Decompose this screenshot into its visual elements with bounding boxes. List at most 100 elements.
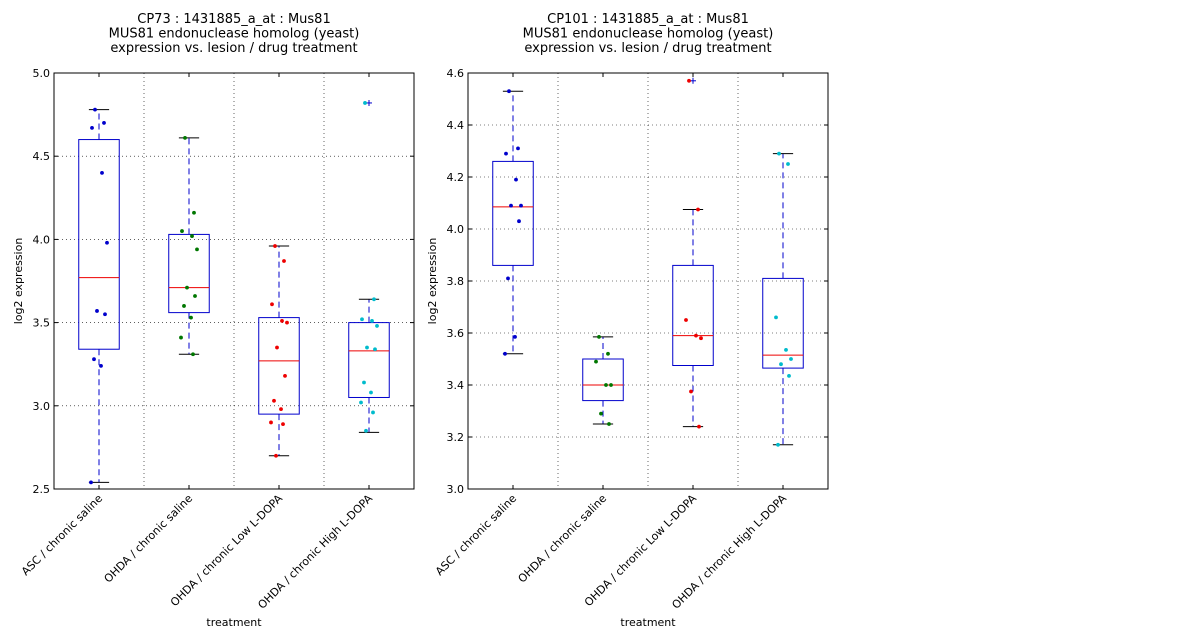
data-point bbox=[359, 400, 363, 405]
y-tick-label: 3.2 bbox=[447, 431, 465, 444]
data-point bbox=[779, 362, 783, 367]
data-point bbox=[195, 247, 199, 252]
y-tick-label: 3.5 bbox=[33, 317, 51, 330]
data-point bbox=[519, 203, 523, 208]
data-point bbox=[273, 244, 277, 248]
data-point bbox=[102, 121, 106, 125]
x-tick-label: ASC / chronic saline bbox=[19, 492, 105, 578]
box-4 bbox=[348, 99, 390, 433]
data-point bbox=[92, 357, 96, 362]
data-point bbox=[281, 422, 285, 427]
data-point bbox=[503, 351, 507, 356]
data-point bbox=[777, 151, 781, 156]
chart-title-line: CP101 : 1431885_a_at : Mus81 bbox=[547, 12, 749, 27]
data-point bbox=[687, 78, 691, 83]
data-point bbox=[699, 336, 703, 341]
y-tick-label: 3.4 bbox=[447, 379, 465, 392]
box-body bbox=[348, 322, 390, 398]
data-point bbox=[99, 363, 103, 368]
y-tick-label: 2.5 bbox=[33, 483, 51, 496]
y-axis-label: log2 expression bbox=[426, 238, 439, 325]
data-point bbox=[694, 333, 698, 338]
y-tick-label: 3.6 bbox=[447, 327, 465, 340]
axes-frame bbox=[53, 72, 415, 490]
box-4 bbox=[762, 153, 804, 446]
chart-title-line: expression vs. lesion / drug treatment bbox=[110, 41, 357, 56]
data-point bbox=[182, 304, 186, 308]
data-point bbox=[193, 294, 197, 298]
data-point bbox=[514, 177, 518, 182]
y-tick-label: 5.0 bbox=[33, 67, 51, 80]
data-point bbox=[776, 442, 780, 447]
data-point bbox=[371, 410, 375, 415]
data-point bbox=[190, 234, 194, 238]
y-tick-label: 4.0 bbox=[33, 233, 51, 246]
data-point bbox=[509, 203, 513, 208]
data-point bbox=[179, 335, 183, 340]
data-point bbox=[787, 374, 791, 378]
y-tick-label: 4.0 bbox=[447, 223, 465, 236]
data-point bbox=[185, 285, 189, 290]
data-point bbox=[609, 383, 613, 387]
data-point bbox=[364, 428, 368, 433]
data-point bbox=[180, 229, 184, 233]
data-point bbox=[375, 324, 379, 328]
x-tick-label: ASC / chronic saline bbox=[433, 492, 519, 578]
box-3 bbox=[258, 245, 300, 457]
data-point bbox=[183, 135, 187, 140]
data-point bbox=[360, 317, 364, 322]
y-tick-label: 4.2 bbox=[447, 171, 465, 184]
box-2 bbox=[168, 137, 210, 355]
chart-title-line: expression vs. lesion / drug treatment bbox=[524, 41, 771, 56]
data-point bbox=[283, 373, 287, 378]
data-point bbox=[604, 383, 608, 387]
data-point bbox=[513, 335, 517, 339]
data-point bbox=[274, 453, 278, 458]
data-point bbox=[275, 345, 279, 350]
data-point bbox=[789, 357, 793, 361]
box-body bbox=[582, 358, 624, 402]
data-point bbox=[90, 126, 94, 130]
y-tick-label: 4.4 bbox=[447, 119, 465, 132]
data-point bbox=[786, 162, 790, 166]
box-body bbox=[762, 277, 804, 369]
data-point bbox=[507, 89, 511, 94]
data-point bbox=[607, 422, 611, 426]
box-body bbox=[168, 233, 210, 314]
data-point bbox=[506, 276, 510, 281]
data-point bbox=[93, 107, 97, 112]
data-point bbox=[697, 424, 701, 429]
data-point bbox=[684, 318, 688, 322]
data-point bbox=[279, 407, 283, 412]
chart-1: 2.5 3.0 3.5 4.0 4.5 5.0 ASC / chronic salineOH… bbox=[12, 12, 415, 629]
data-point bbox=[89, 480, 93, 485]
y-tick-label: 4.5 bbox=[33, 150, 51, 163]
chart-2: 3.0 3.2 3.4 3.6 3.8 4.0 4.2 4.4 4.6 ASC / chronic… bbox=[426, 12, 829, 629]
chart-title-line: MUS81 endonuclease homolog (yeast) bbox=[523, 27, 774, 42]
x-tick-label: OHDA / chronic saline bbox=[102, 492, 196, 586]
box-2 bbox=[582, 336, 624, 425]
data-point bbox=[372, 297, 376, 302]
x-tick-label: OHDA / chronic saline bbox=[516, 492, 610, 586]
data-point bbox=[784, 348, 788, 352]
box-body bbox=[672, 264, 714, 366]
y-tick-label: 3.0 bbox=[447, 483, 465, 496]
data-point bbox=[100, 170, 104, 175]
data-point bbox=[282, 259, 286, 263]
data-point bbox=[516, 146, 520, 151]
data-point bbox=[599, 411, 603, 416]
data-point bbox=[189, 315, 193, 320]
data-point bbox=[363, 101, 367, 105]
data-point bbox=[192, 210, 196, 215]
data-point bbox=[504, 151, 508, 156]
data-point bbox=[103, 312, 107, 317]
chart-title-line: MUS81 endonuclease homolog (yeast) bbox=[109, 27, 360, 42]
data-point bbox=[369, 390, 373, 395]
y-tick-label: 3.8 bbox=[447, 275, 465, 288]
y-tick-label: 4.6 bbox=[447, 67, 465, 80]
data-point bbox=[689, 389, 693, 394]
data-point bbox=[105, 240, 109, 245]
data-point bbox=[191, 352, 195, 357]
data-point bbox=[517, 219, 521, 224]
data-point bbox=[606, 351, 610, 356]
